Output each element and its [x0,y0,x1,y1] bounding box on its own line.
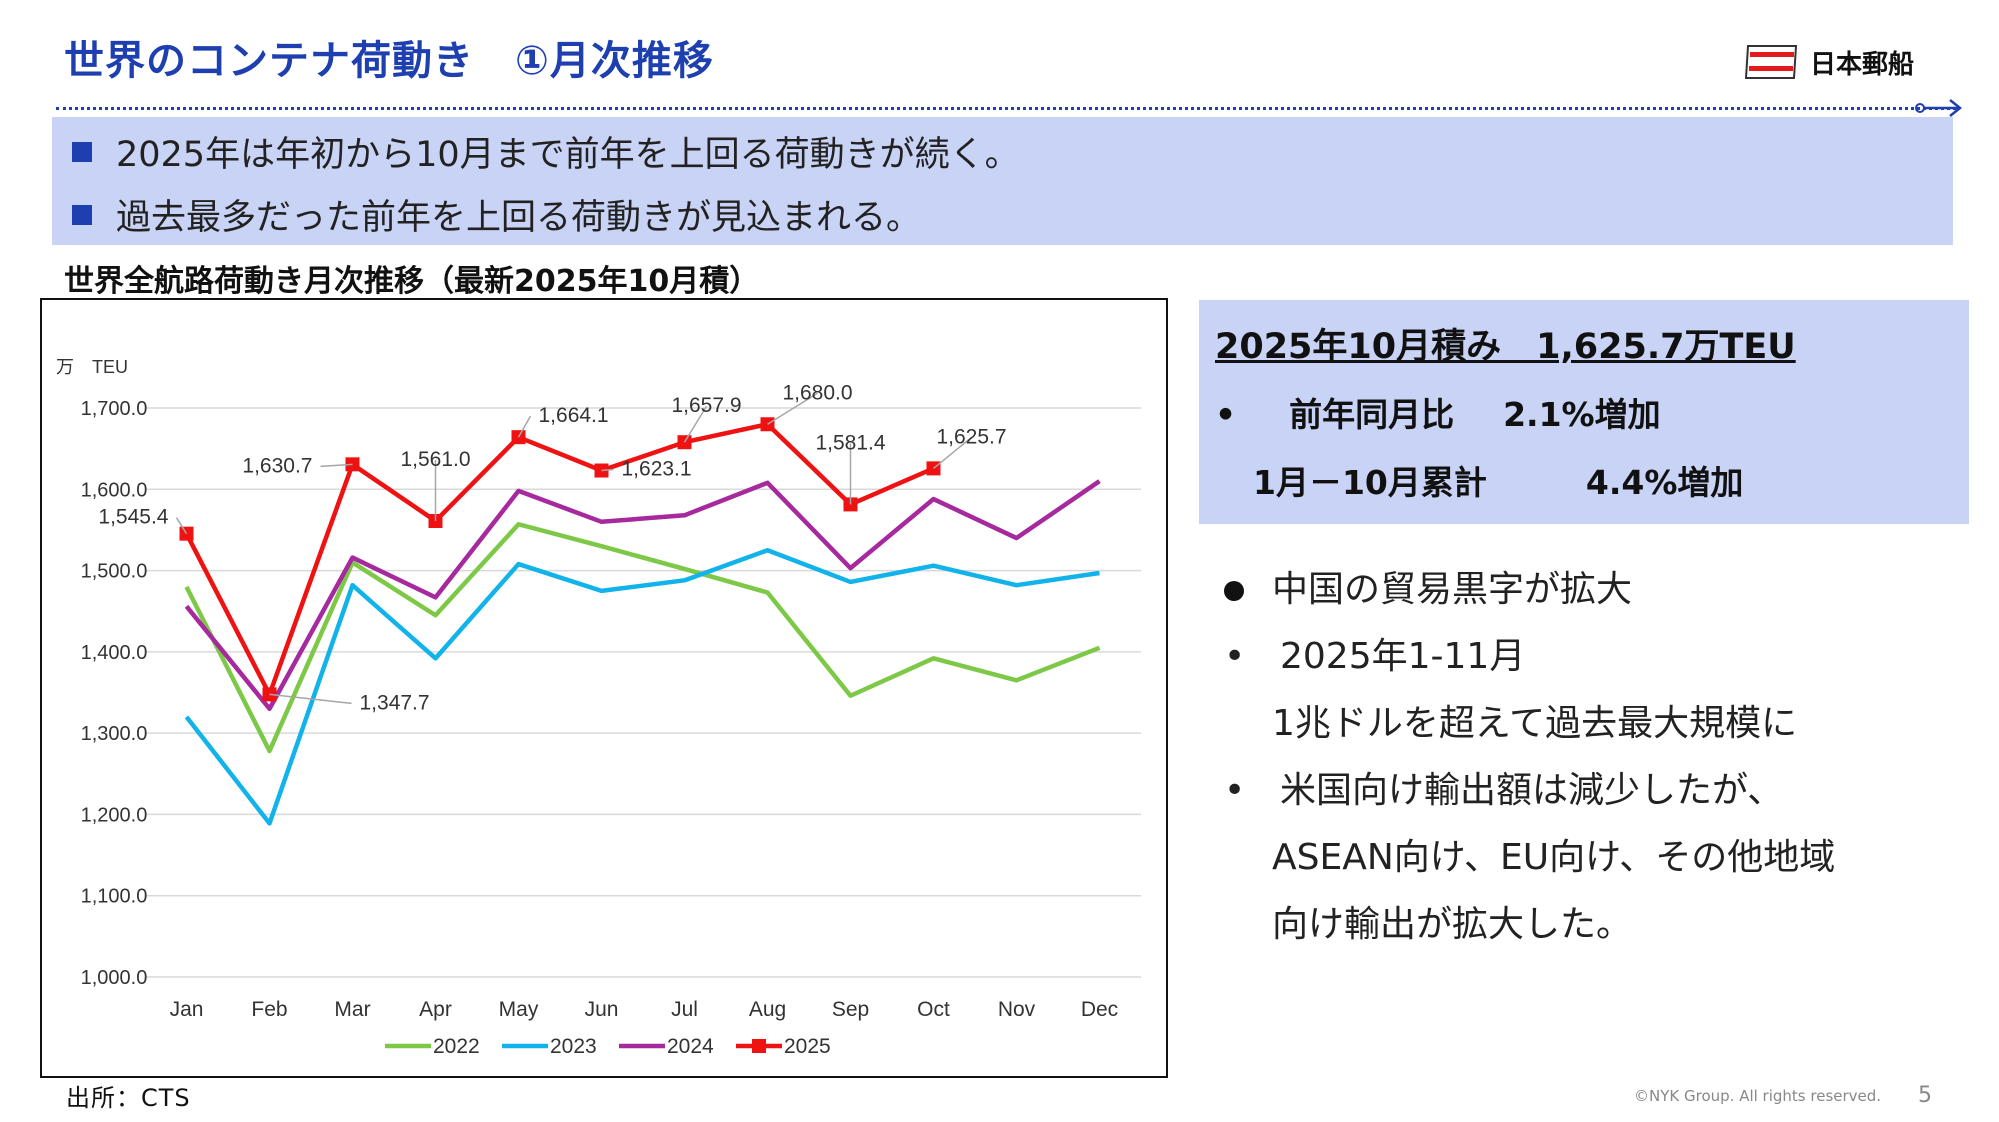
summary-text: 2025年は年初から10月まで前年を上回る荷動きが続く。 [116,135,1020,175]
page-title: 世界のコンテナ荷動き ①月次推移 [64,38,714,84]
x-tick-label: Jan [170,998,204,1021]
note-item-continued: ASEAN向け、EU向け、その他地域 [1272,837,1836,878]
series-line-2024 [184,479,1101,712]
note-item: • 2025年1-11月 [1224,627,1525,679]
copyright: ©NYK Group. All rights reserved. [1634,1087,1882,1105]
data-label-2025: 1,664.1 [539,404,609,427]
y-tick-label: 1,100.0 [81,886,148,908]
data-label-2025: 1,680.0 [782,381,852,404]
data-label-leader [767,392,818,425]
stats-panel: 2025年10月積み 1,625.7万TEU • 前年同月比 2.1%増加 1月… [1199,300,1969,524]
note-text: 2025年1-11月 [1280,636,1526,677]
data-label-leader [269,693,352,705]
cum-label: 1月－10月累計 [1253,463,1487,502]
cumulative-line: 1月－10月累計 4.4%増加 [1253,456,1743,504]
legend-label-2022: 2022 [433,1035,480,1058]
y-tick-label: 1,500.0 [81,561,148,583]
chart-container: 万 TEU 1,000.0 1,100.0 1,200.0 1,300.0 1,400.… [40,298,1168,1078]
data-label-2025: 1,623.1 [622,458,692,481]
bullet-icon: • [1224,636,1246,677]
data-label-2025: 1,561.0 [400,448,470,471]
data-label-2025: 1,625.7 [936,425,1006,448]
data-label-2025: 1,545.4 [98,506,168,529]
header-divider [56,107,1956,110]
x-tick-label: Oct [917,998,950,1021]
data-point-2025 [179,526,194,541]
chart-heading: 世界全航路荷動き月次推移（最新2025年10月積） [64,256,904,305]
bullet-icon: • [1224,770,1246,811]
bullet-icon: • [1215,395,1237,434]
series-line-2023 [184,548,1100,826]
note-item: • 米国向け輸出額は減少したが、 [1224,761,1783,813]
note-item-continued: 向け輸出が拡大した。 [1272,904,1633,945]
company-logo: 日本郵船 [1744,42,1914,82]
data-label-leader [933,436,972,469]
data-label-2025: 1,581.4 [815,431,885,454]
note-main: 中国の貿易黒字が拡大 [1224,560,1632,612]
series-line-2025 [184,422,935,697]
page-number: 5 [1918,1083,1932,1108]
cum-value: 4.4%増加 [1585,463,1744,502]
legend-label-2025: 2025 [784,1035,831,1058]
y-tick-label: 1,300.0 [81,723,148,745]
summary-bullet: 過去最多だった前年を上回る荷動きが見込まれる。 [72,189,921,240]
x-tick-label: Jul [671,998,698,1021]
flag-icon [1744,45,1798,79]
square-bullet-icon [72,141,92,162]
data-label-2025: 1,630.7 [242,454,312,477]
data-label-leader [320,463,353,468]
x-tick-label: Nov [998,998,1036,1021]
line-chart: 万 TEU 1,000.0 1,100.0 1,200.0 1,300.0 1,400.… [56,357,1141,1058]
x-tick-label: Sep [832,998,869,1021]
y-tick-label: 1,000.0 [81,967,148,989]
legend-label-2023: 2023 [550,1035,597,1058]
note-text: 米国向け輸出額は減少したが、 [1280,770,1784,811]
series-line-2022 [184,521,1101,754]
y-tick-label: 1,600.0 [81,479,148,501]
square-bullet-icon [72,204,92,225]
note-item-continued: 1兆ドルを超えて過去最大規模に [1272,703,1798,744]
stats-headline: 2025年10月積み 1,625.7万TEU [1215,327,1796,367]
summary-panel: 2025年は年初から10月まで前年を上回る荷動きが続く。 過去最多だった前年を上… [52,117,1953,245]
y-tick-label: 1,700.0 [81,398,148,420]
data-label-leader [175,517,188,535]
x-tick-label: Aug [749,998,786,1021]
y-tick-label: 1,200.0 [81,804,148,826]
legend-label-2024: 2024 [667,1035,714,1058]
source-note: 出所：CTS [66,1084,191,1112]
data-point-2025 [594,463,609,478]
yoy-value: 2.1%増加 [1503,395,1661,434]
x-tick-label: Jun [585,998,619,1021]
x-tick-label: May [499,998,539,1021]
logo-text: 日本郵船 [1810,49,1915,80]
data-label-leader [517,415,532,438]
x-tick-label: Feb [251,998,287,1021]
x-tick-label: Dec [1081,998,1118,1021]
y-unit-label: 万 TEU [56,357,128,377]
yoy-line: • 前年同月比 2.1%増加 [1215,388,1661,436]
note-text: 中国の貿易黒字が拡大 [1272,569,1633,610]
y-tick-label: 1,400.0 [81,642,148,664]
circle-bullet-icon [1224,581,1244,601]
yoy-label: 前年同月比 [1289,395,1455,434]
x-tick-label: Apr [419,998,452,1021]
summary-bullet: 2025年は年初から10月まで前年を上回る荷動きが続く。 [72,126,1020,177]
x-tick-label: Mar [334,998,370,1021]
data-label-2025: 1,657.9 [671,394,741,417]
arrow-right-icon [1915,99,1963,117]
legend-marker-2025 [752,1039,766,1053]
data-label-leader [683,405,708,443]
data-point-2025 [511,430,526,445]
summary-text: 過去最多だった前年を上回る荷動きが見込まれる。 [116,198,922,238]
data-label-2025: 1,347.7 [360,691,430,714]
data-label-leader [601,468,614,472]
